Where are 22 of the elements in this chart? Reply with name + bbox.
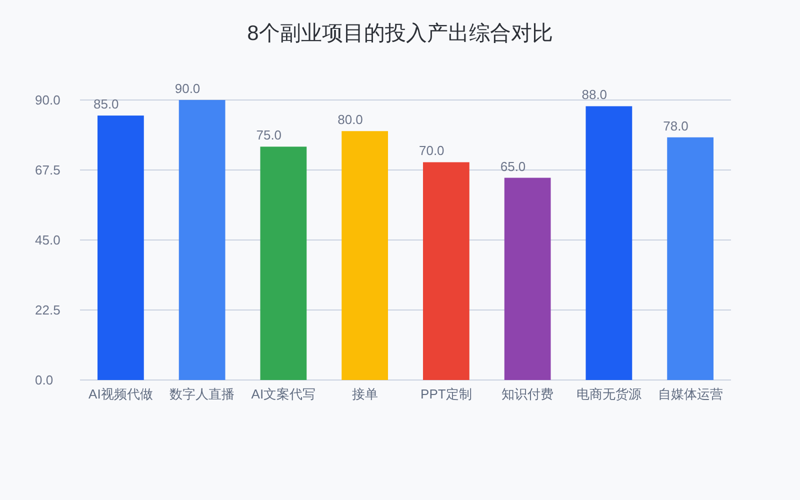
xtick: AI文案代写 — [251, 386, 316, 402]
ytick: 45.0 — [35, 232, 60, 248]
data-label: 65.0 — [500, 158, 526, 174]
data-label: 78.0 — [663, 118, 688, 134]
ytick: 67.5 — [35, 162, 60, 178]
data-label: 88.0 — [582, 87, 608, 102]
ytick: 22.5 — [35, 302, 60, 318]
title: 8个副业项目的投入产出综合对比 — [247, 22, 553, 45]
data-label: 80.0 — [338, 112, 363, 128]
xtick: AI视频代做 — [88, 386, 153, 402]
xtick: PPT定制 — [420, 386, 472, 402]
data-label: 90.0 — [174, 81, 200, 96]
xtick: 接单 — [352, 386, 378, 402]
data-label: 70.0 — [419, 143, 444, 158]
xtick: 电商无货源 — [576, 386, 642, 402]
xtick: 数字人直播 — [170, 386, 235, 402]
ytick: 0.0 — [35, 372, 54, 388]
ytick: 90.0 — [35, 92, 60, 108]
xtick: 自媒体运营 — [658, 386, 723, 402]
xtick: 知识付费 — [502, 386, 554, 402]
data-label: 85.0 — [94, 96, 119, 112]
data-label: 75.0 — [256, 128, 282, 143]
